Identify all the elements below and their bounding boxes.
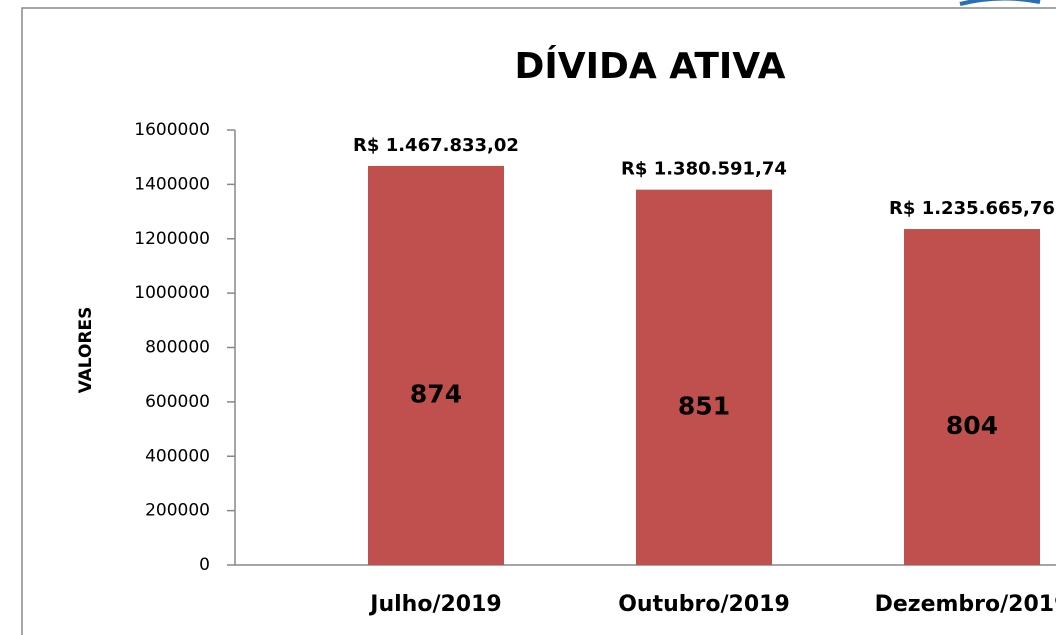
inner-label: 851 xyxy=(678,391,730,420)
y-tick-label: 1600000 xyxy=(134,120,210,140)
y-tick-label: 1400000 xyxy=(134,174,210,194)
x-tick-label: Julho/2019 xyxy=(368,592,501,617)
y-tick-label: 600000 xyxy=(145,392,210,412)
x-tick-label: Dezembro/2019 xyxy=(875,592,1056,617)
y-tick-label: 200000 xyxy=(145,501,210,521)
y-axis-label: VALORES xyxy=(76,307,96,394)
chart-frame xyxy=(21,7,1056,635)
value-label: R$ 1.380.591,74 xyxy=(621,159,787,180)
bar xyxy=(904,229,1040,565)
y-tick-label: 0 xyxy=(199,555,210,575)
x-tick-label: Outubro/2019 xyxy=(618,592,790,617)
inner-label: 874 xyxy=(410,379,462,408)
value-label: R$ 1.467.833,02 xyxy=(353,135,519,156)
inner-label: 804 xyxy=(946,411,998,440)
logo-fragment xyxy=(959,0,1041,6)
bar xyxy=(636,189,772,566)
bar xyxy=(368,165,504,565)
y-tick-label: 1000000 xyxy=(134,283,210,303)
chart-title: DÍVIDA ATIVA xyxy=(514,45,785,87)
y-tick-label: 800000 xyxy=(145,338,210,358)
y-tick-label: 400000 xyxy=(145,446,210,466)
value-label: R$ 1.235.665,76 xyxy=(889,198,1055,219)
y-tick-label: 1200000 xyxy=(134,229,210,249)
